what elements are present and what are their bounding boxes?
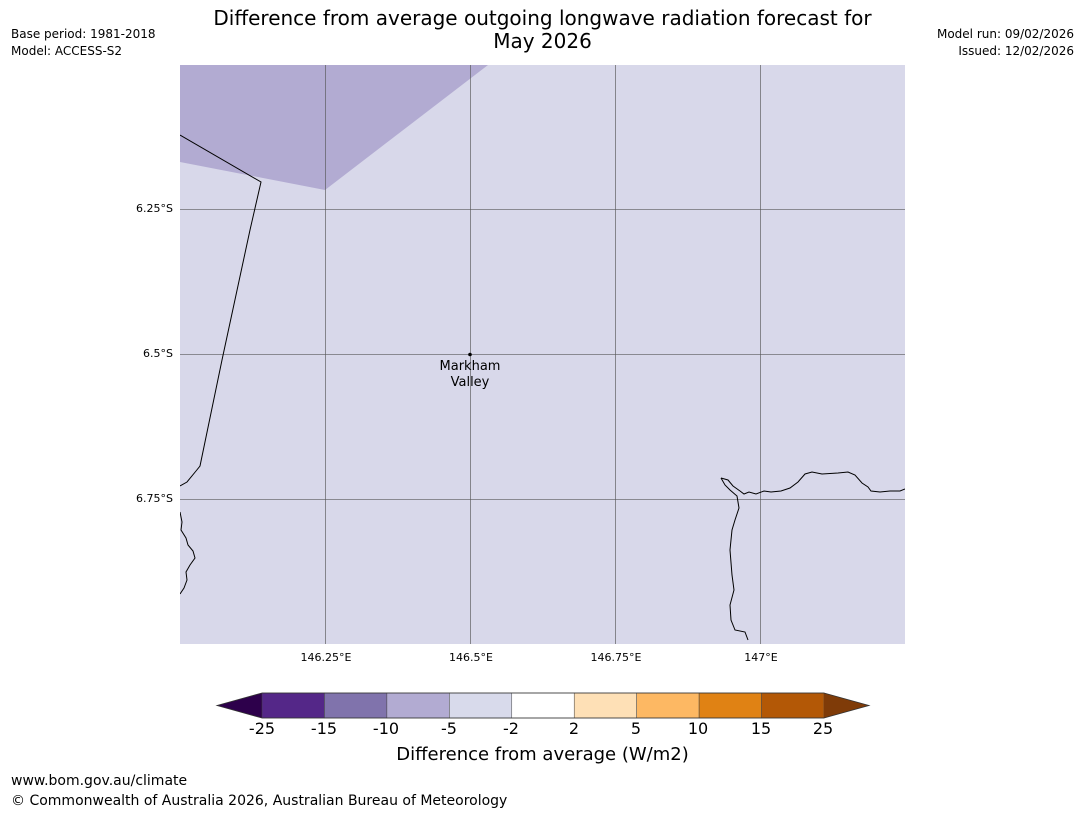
colorbar-tick: -10 (372, 719, 400, 738)
lat-tick-6.25S: 6.25°S (136, 202, 173, 215)
colorbar-over-arrow (824, 693, 869, 718)
colorbar-tick: 5 (630, 719, 642, 738)
lon-tick-146.5E: 146.5°E (449, 651, 493, 664)
colorbar-tick: 10 (687, 719, 709, 738)
colorbar-label: Difference from average (W/m2) (396, 744, 689, 765)
coastlines (180, 134, 905, 641)
issued-text: Issued: 12/02/2026 (958, 44, 1074, 58)
colorbar-under-arrow (217, 693, 262, 718)
colorbar-segment (761, 692, 825, 719)
colorbar-segment (511, 692, 575, 719)
chart-title: Difference from average outgoing longwav… (0, 7, 1085, 53)
footer-copyright: © Commonwealth of Australia 2026, Austra… (11, 793, 508, 809)
lon-tick-146.75E: 146.75°E (590, 651, 642, 664)
colorbar-segment (449, 692, 513, 719)
place-name-line-2: Valley (450, 375, 490, 390)
title-line-2: May 2026 (493, 29, 592, 53)
colorbar-segment (698, 692, 762, 719)
map-fill-minus10-minus5 (180, 65, 488, 190)
title-line-1: Difference from average outgoing longwav… (213, 6, 872, 30)
colorbar-segment (636, 692, 700, 719)
model-run-text: Model run: 09/02/2026 (936, 27, 1074, 41)
colorbar-segment (324, 692, 388, 719)
lon-tick-146.25E: 146.25°E (300, 651, 352, 664)
place-name-line-1: Markham (439, 359, 501, 374)
colorbar-segment (573, 692, 637, 719)
footer-url: www.bom.gov.au/climate (11, 773, 188, 789)
colorbar-tick: 2 (568, 719, 580, 738)
colorbar-tick: -2 (503, 719, 519, 738)
colorbar-tick: -15 (310, 719, 338, 738)
meta-left: Base period: 1981-2018 Model: ACCESS-S2 (11, 26, 156, 60)
colorbar-outline (215, 692, 871, 719)
colorbar-tick: 25 (812, 719, 834, 738)
meta-right: Model run: 09/02/2026 Issued: 12/02/2026 (937, 26, 1074, 60)
lon-tick-147E: 147°E (744, 651, 778, 664)
latitude-gridlines (180, 209, 905, 500)
colorbar-segment (386, 692, 450, 719)
river-line (720, 477, 749, 641)
colorbar-tick: 15 (750, 719, 772, 738)
colorbar-tick: -25 (248, 719, 276, 738)
lat-tick-6.5S: 6.5°S (143, 347, 173, 360)
place-label-markham-valley: Markham Valley (420, 359, 520, 391)
colorbar-segment (261, 692, 325, 719)
border-line (180, 134, 262, 487)
base-period-text: Base period: 1981-2018 (11, 27, 156, 41)
gulf-coast (720, 471, 905, 495)
colorbar-tick: -5 (441, 719, 457, 738)
place-marker (468, 352, 472, 357)
model-text: Model: ACCESS-S2 (11, 44, 123, 58)
west-coast (180, 511, 196, 595)
lat-tick-6.75S: 6.75°S (136, 492, 173, 505)
colorbar (215, 692, 871, 719)
